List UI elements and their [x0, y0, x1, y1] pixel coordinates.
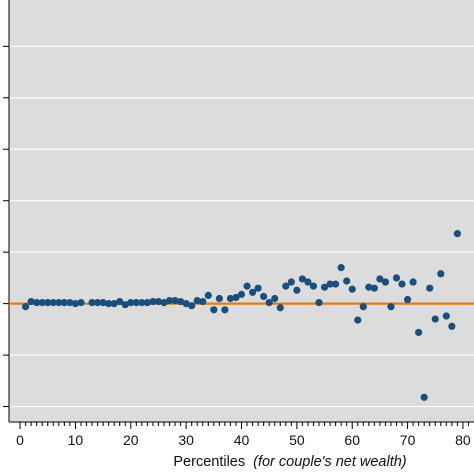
data-point [138, 299, 146, 307]
data-point [226, 294, 235, 303]
data-point [420, 393, 428, 401]
data-point [304, 278, 312, 286]
data-point [276, 304, 284, 312]
x-tick-label: 40 [234, 432, 250, 448]
data-point [448, 322, 456, 330]
data-point [365, 283, 373, 291]
data-point [392, 274, 401, 282]
data-point [215, 294, 223, 303]
data-point [309, 282, 318, 290]
data-point [182, 300, 190, 308]
data-point [143, 299, 151, 307]
data-point [403, 295, 412, 304]
data-point [49, 299, 57, 307]
x-axis-title: Percentiles (for couple's net wealth) [173, 454, 406, 470]
data-point [326, 280, 334, 288]
data-point [298, 275, 306, 283]
x-axis-ticks: 0 10 20 30 40 50 60 70 80 [9, 421, 474, 448]
data-point [381, 278, 390, 286]
data-point [409, 278, 417, 286]
data-point [60, 299, 68, 307]
data-point [27, 297, 35, 306]
data-point [271, 294, 279, 303]
data-point [171, 296, 179, 305]
data-point [348, 285, 356, 293]
data-point [232, 293, 240, 302]
data-point [99, 299, 107, 307]
x-tick-label: 0 [16, 432, 24, 448]
data-point [376, 275, 384, 283]
data-point [343, 277, 351, 285]
data-point [33, 299, 41, 307]
data-point [415, 328, 423, 337]
data-point [210, 306, 218, 314]
data-points [22, 230, 461, 401]
data-point [426, 284, 434, 292]
data-point [221, 306, 229, 314]
data-point [149, 297, 157, 306]
data-point [105, 300, 113, 308]
data-point [199, 297, 207, 306]
data-point [254, 284, 262, 292]
data-point [287, 278, 295, 286]
data-point [93, 299, 102, 307]
data-point [154, 297, 163, 306]
data-point [370, 284, 378, 292]
data-point [387, 303, 395, 311]
x-tick-label: 70 [400, 432, 416, 448]
x-tick-label: 10 [68, 432, 84, 448]
data-point [320, 283, 329, 291]
data-point [193, 296, 201, 305]
data-point [442, 312, 450, 320]
data-point [38, 299, 46, 307]
data-point [437, 270, 445, 278]
data-point [204, 291, 212, 299]
x-axis-title-main: Percentiles [173, 454, 245, 470]
data-point [77, 299, 85, 307]
data-point [337, 264, 345, 272]
data-point [332, 280, 340, 288]
data-point [359, 303, 367, 311]
data-point [315, 299, 323, 307]
x-tick-label: 50 [289, 432, 305, 448]
data-point [88, 299, 96, 307]
data-point [177, 297, 185, 306]
data-point [116, 297, 124, 306]
data-point [293, 286, 301, 294]
data-point [121, 301, 129, 309]
plot-background [9, 0, 474, 422]
data-point [398, 280, 406, 288]
data-point [265, 299, 273, 307]
data-point [260, 292, 268, 301]
data-point [132, 299, 140, 307]
data-point [160, 299, 168, 307]
x-tick-label: 60 [344, 432, 360, 448]
data-point [127, 299, 135, 307]
data-point [237, 290, 246, 298]
data-point [71, 300, 80, 308]
x-tick-label: 80 [455, 432, 471, 448]
data-point [431, 315, 439, 323]
x-tick-label: 30 [178, 432, 194, 448]
data-point [188, 302, 196, 310]
data-point [110, 300, 118, 308]
data-point [44, 299, 52, 307]
data-point [55, 299, 63, 307]
data-point [453, 230, 461, 238]
data-point [165, 296, 174, 305]
data-point [243, 282, 251, 290]
x-axis-title-qualifier: (for couple's net wealth) [253, 454, 406, 470]
data-point [354, 316, 362, 324]
data-point [248, 288, 257, 296]
data-point [22, 303, 30, 311]
gridlines [9, 45, 474, 408]
y-axis-ticks [3, 45, 9, 408]
data-point [66, 299, 74, 307]
x-tick-label: 20 [123, 432, 139, 448]
data-point [282, 282, 290, 290]
